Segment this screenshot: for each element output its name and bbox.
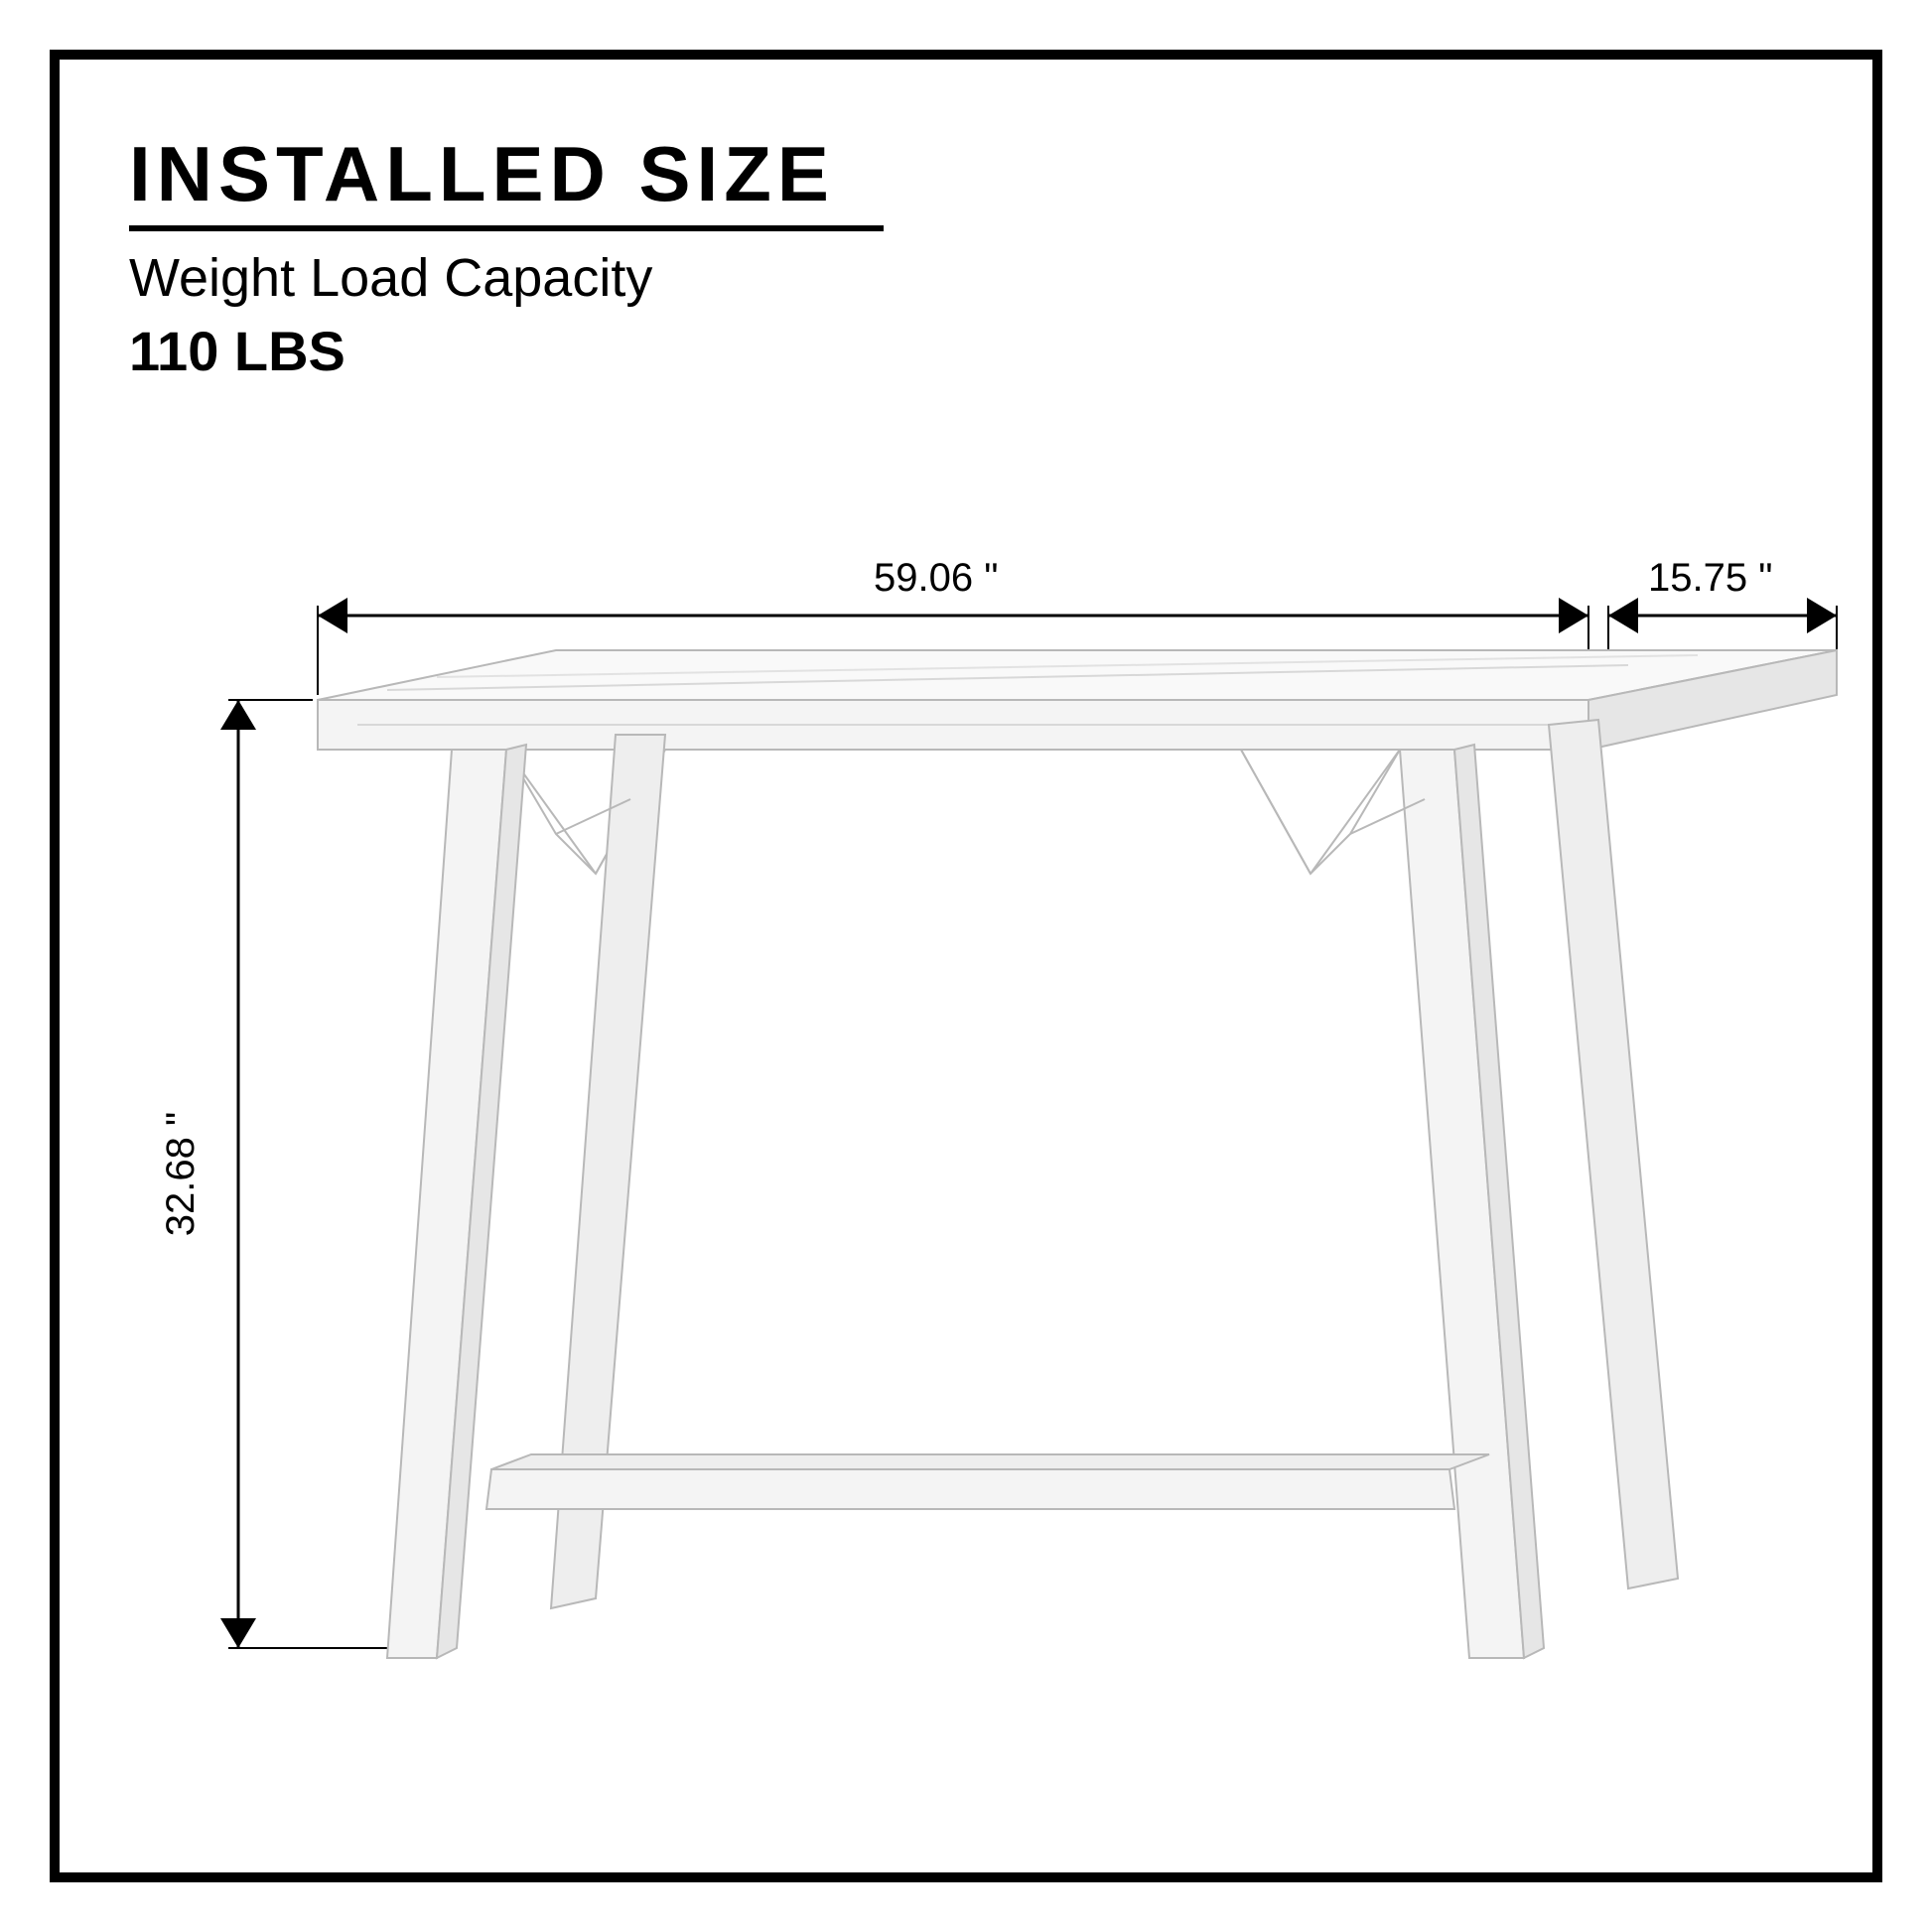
technical-drawing [60, 60, 1872, 1872]
diagram-frame: INSTALLED SIZE Weight Load Capacity 110 … [50, 50, 1882, 1882]
